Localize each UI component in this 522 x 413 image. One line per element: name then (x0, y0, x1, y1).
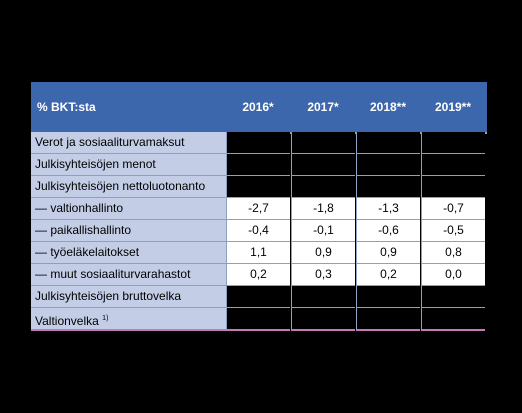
table-cell: 1,1 (226, 242, 290, 264)
table-cell (356, 176, 420, 198)
row-label: — työeläkelaitokset (31, 242, 227, 264)
table-cell (226, 176, 290, 198)
row-label: Julkisyhteisöjen bruttovelka (31, 286, 227, 308)
table-cell: 0,9 (291, 242, 355, 264)
table-cell: 0,2 (226, 264, 290, 286)
table-row: — muut sosiaaliturvarahastot 0,2 0,3 0,2… (31, 264, 487, 286)
table-cell (356, 286, 420, 308)
table-cell: -0,7 (421, 198, 485, 220)
header-year-2018: 2018** (369, 100, 407, 114)
table-cell (226, 286, 290, 308)
table-cell (356, 308, 420, 331)
row-label: Valtionvelka 1) (31, 308, 227, 331)
table-row: — työeläkelaitokset 1,1 0,9 0,9 0,8 (31, 242, 487, 264)
table-row: Julkisyhteisöjen menot (31, 154, 487, 176)
table-cell: -0,6 (356, 220, 420, 242)
table-cell (421, 286, 485, 308)
table-cell: -0,1 (291, 220, 355, 242)
table-cell (421, 154, 485, 176)
table-cell: 0,2 (356, 264, 420, 286)
table-cell: 0,8 (421, 242, 485, 264)
table-cell (226, 154, 290, 176)
table-cell (291, 286, 355, 308)
row-label: Verot ja sosiaaliturvamaksut (31, 132, 227, 154)
table-cell (356, 154, 420, 176)
table-cell: -1,3 (356, 198, 420, 220)
table-row: Julkisyhteisöjen bruttovelka (31, 286, 487, 308)
table-row: — valtionhallinto -2,7 -1,8 -1,3 -0,7 (31, 198, 487, 220)
table-cell: -0,5 (421, 220, 485, 242)
table-cell (356, 132, 420, 154)
table-cell (226, 132, 290, 154)
row-label: Julkisyhteisöjen menot (31, 154, 227, 176)
table-cell (291, 308, 355, 331)
table-cell: -1,8 (291, 198, 355, 220)
table-header: % BKT:sta 2016* 2017* 2018** 2019** (31, 82, 487, 134)
header-year-2019: 2019** (434, 100, 472, 114)
table-cell: 0,3 (291, 264, 355, 286)
table-cell: 0,9 (356, 242, 420, 264)
row-label-text: Valtionvelka (35, 314, 99, 328)
table-row: Julkisyhteisöjen nettoluotonanto (31, 176, 487, 198)
footnote-marker: 1) (102, 315, 109, 322)
table-cell (291, 176, 355, 198)
table-cell: 0,0 (421, 264, 485, 286)
table-cell (291, 154, 355, 176)
table-cell (421, 132, 485, 154)
table-cell (421, 176, 485, 198)
table-row: — paikallishallinto -0,4 -0,1 -0,6 -0,5 (31, 220, 487, 242)
header-year-2017: 2017* (307, 100, 339, 114)
row-label: Julkisyhteisöjen nettoluotonanto (31, 176, 227, 198)
table-row: Valtionvelka 1) (31, 308, 487, 331)
header-year-2016: 2016* (242, 100, 274, 114)
table-body: Verot ja sosiaaliturvamaksut Julkisyhtei… (31, 132, 487, 331)
table-cell (421, 308, 485, 331)
table-cell: -2,7 (226, 198, 290, 220)
table-cell (226, 308, 290, 331)
row-label: — muut sosiaaliturvarahastot (31, 264, 227, 286)
row-label: — valtionhallinto (31, 198, 227, 220)
row-label: — paikallishallinto (31, 220, 227, 242)
table-cell (291, 132, 355, 154)
table-frame: % BKT:sta 2016* 2017* 2018** 2019** Vero… (31, 82, 487, 331)
table-cell: -0,4 (226, 220, 290, 242)
table-row: Verot ja sosiaaliturvamaksut (31, 132, 487, 154)
header-label: % BKT:sta (37, 100, 96, 114)
